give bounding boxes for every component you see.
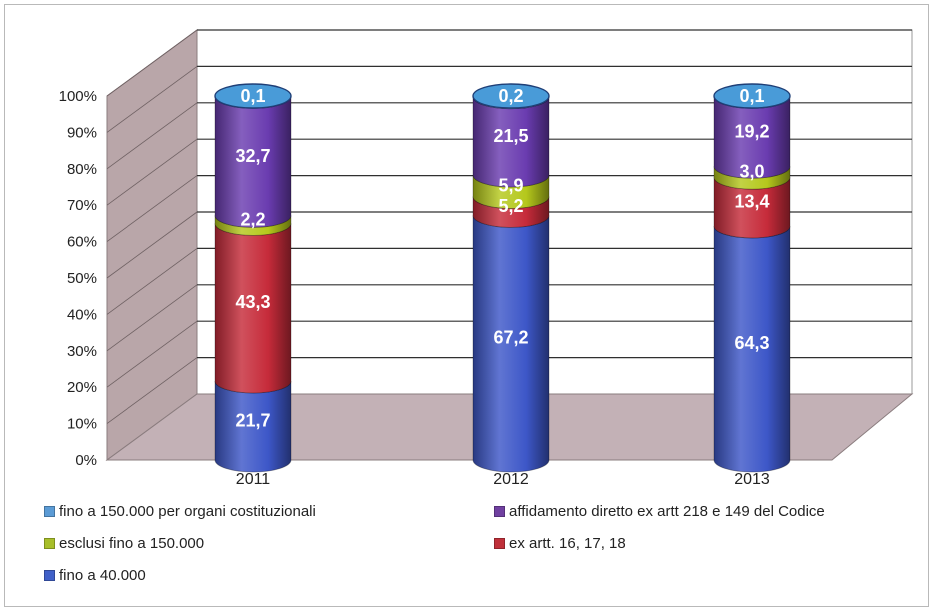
data-label-2012-3: 21,5 bbox=[493, 126, 528, 146]
side-gridline bbox=[106, 66, 198, 133]
chart-legend: fino a 150.000 per organi costituzionali… bbox=[44, 503, 924, 598]
data-label-2011-1: 43,3 bbox=[235, 292, 270, 312]
data-label-2012-0: 67,2 bbox=[493, 328, 528, 348]
bar-cap-2013 bbox=[713, 83, 791, 109]
y-tick-label: 60% bbox=[67, 234, 97, 251]
side-gridline bbox=[106, 29, 198, 97]
side-gridline bbox=[106, 211, 198, 279]
y-tick-label: 20% bbox=[67, 379, 97, 396]
y-tick-label: 40% bbox=[67, 306, 97, 323]
legend-swatch bbox=[44, 570, 55, 581]
y-tick-label: 30% bbox=[67, 343, 97, 360]
side-gridline bbox=[106, 357, 198, 424]
legend-label: esclusi fino a 150.000 bbox=[59, 535, 205, 552]
y-tick-label: 90% bbox=[67, 124, 97, 141]
data-label-2011-2: 2,2 bbox=[240, 209, 265, 229]
legend-label: ex artt. 16, 17, 18 bbox=[509, 535, 626, 552]
side-gridline bbox=[106, 175, 198, 242]
legend-label: fino a 40.000 bbox=[59, 567, 146, 584]
side-gridline bbox=[106, 320, 198, 388]
y-tick-label: 70% bbox=[67, 197, 97, 214]
bar-cap-2011 bbox=[214, 83, 292, 109]
side-gridline bbox=[106, 248, 198, 315]
legend-item-fino-40000: fino a 40.000 bbox=[44, 567, 146, 584]
legend-swatch bbox=[44, 506, 55, 517]
bar-cap-2012 bbox=[472, 83, 550, 109]
y-tick-label: 0% bbox=[75, 452, 97, 469]
data-label-2012-1: 5,2 bbox=[498, 196, 523, 216]
side-gridline bbox=[106, 102, 198, 170]
data-label-2013-3: 19,2 bbox=[734, 121, 769, 141]
legend-label: affidamento diretto ex artt 218 e 149 de… bbox=[509, 503, 825, 520]
data-label-2011-4: 0,1 bbox=[240, 86, 265, 106]
y-tick-label: 50% bbox=[67, 270, 97, 287]
legend-swatch bbox=[494, 506, 505, 517]
legend-label: fino a 150.000 per organi costituzionali bbox=[59, 503, 316, 520]
legend-item-organi-costituzionali: fino a 150.000 per organi costituzionali bbox=[44, 503, 316, 520]
data-label-2013-4: 0,1 bbox=[739, 86, 764, 106]
x-category-label: 2012 bbox=[493, 471, 529, 488]
data-label-2013-0: 64,3 bbox=[734, 333, 769, 353]
side-gridline bbox=[106, 284, 198, 352]
data-label-2013-2: 3,0 bbox=[739, 162, 764, 182]
x-category-label: 2011 bbox=[236, 471, 271, 488]
data-label-2013-1: 13,4 bbox=[734, 192, 769, 212]
side-gridline bbox=[106, 138, 198, 206]
y-tick-label: 80% bbox=[67, 161, 97, 178]
x-category-label: 2013 bbox=[734, 471, 770, 488]
data-label-2011-0: 21,7 bbox=[235, 411, 270, 431]
legend-swatch bbox=[494, 538, 505, 549]
legend-item-affidamento-diretto: affidamento diretto ex artt 218 e 149 de… bbox=[494, 503, 825, 520]
data-label-2011-3: 32,7 bbox=[235, 146, 270, 166]
data-label-2012-2: 5,9 bbox=[498, 176, 523, 196]
data-label-2012-4: 0,2 bbox=[498, 86, 523, 106]
legend-item-esclusi: esclusi fino a 150.000 bbox=[44, 535, 204, 552]
legend-item-ex-artt: ex artt. 16, 17, 18 bbox=[494, 535, 626, 552]
y-tick-label: 100% bbox=[59, 88, 97, 105]
y-tick-label: 10% bbox=[67, 416, 97, 433]
legend-swatch bbox=[44, 538, 55, 549]
